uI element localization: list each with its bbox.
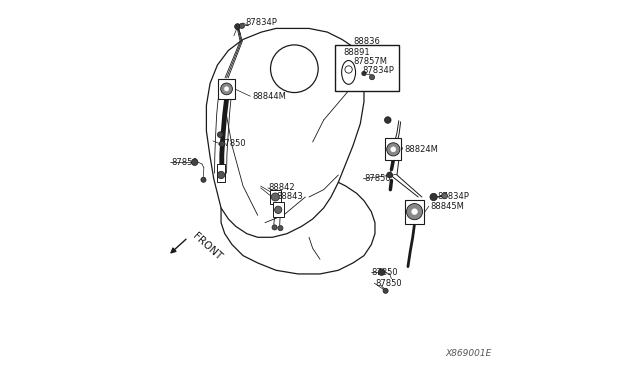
Circle shape <box>430 193 437 201</box>
Bar <box>218 78 235 99</box>
Text: 87834P: 87834P <box>245 19 276 28</box>
Text: 88843: 88843 <box>276 192 303 202</box>
Circle shape <box>218 171 225 179</box>
Text: 87850: 87850 <box>172 158 198 167</box>
Bar <box>405 199 424 224</box>
Circle shape <box>218 132 223 138</box>
Circle shape <box>271 45 318 93</box>
Circle shape <box>201 177 206 182</box>
Text: 88842: 88842 <box>269 183 295 192</box>
Circle shape <box>345 66 352 73</box>
Circle shape <box>191 159 198 166</box>
Circle shape <box>220 141 225 147</box>
Bar <box>385 138 401 160</box>
Circle shape <box>387 143 400 156</box>
Circle shape <box>406 203 422 220</box>
Circle shape <box>362 71 366 76</box>
Bar <box>335 45 399 91</box>
Circle shape <box>272 225 277 230</box>
Text: 88845M: 88845M <box>430 202 464 211</box>
Circle shape <box>412 209 417 215</box>
Text: 88891: 88891 <box>344 48 371 57</box>
Circle shape <box>278 225 283 231</box>
Text: 88836: 88836 <box>353 37 380 46</box>
Bar <box>273 202 284 217</box>
Circle shape <box>369 75 374 80</box>
Circle shape <box>387 172 392 178</box>
Circle shape <box>239 23 244 28</box>
Text: 88824M: 88824M <box>404 145 438 154</box>
Text: 87850: 87850 <box>220 140 246 148</box>
Text: 87850: 87850 <box>364 174 390 183</box>
Circle shape <box>221 83 232 95</box>
Text: X869001E: X869001E <box>446 349 492 358</box>
Text: 87850: 87850 <box>375 279 401 288</box>
Circle shape <box>383 288 388 294</box>
Text: 88844M: 88844M <box>252 92 286 101</box>
Bar <box>217 164 225 182</box>
Text: 87857M: 87857M <box>353 57 387 66</box>
Circle shape <box>275 206 282 214</box>
Text: 87834P: 87834P <box>363 66 395 75</box>
Text: 87834P: 87834P <box>437 192 469 202</box>
Circle shape <box>378 269 385 275</box>
Ellipse shape <box>342 61 356 84</box>
Circle shape <box>385 117 391 124</box>
Circle shape <box>271 193 279 201</box>
Circle shape <box>442 193 447 199</box>
Text: 87850: 87850 <box>371 267 398 277</box>
Circle shape <box>235 24 241 29</box>
Bar <box>270 190 281 203</box>
Text: FRONT: FRONT <box>191 231 224 262</box>
Circle shape <box>391 147 396 152</box>
Circle shape <box>225 87 228 91</box>
